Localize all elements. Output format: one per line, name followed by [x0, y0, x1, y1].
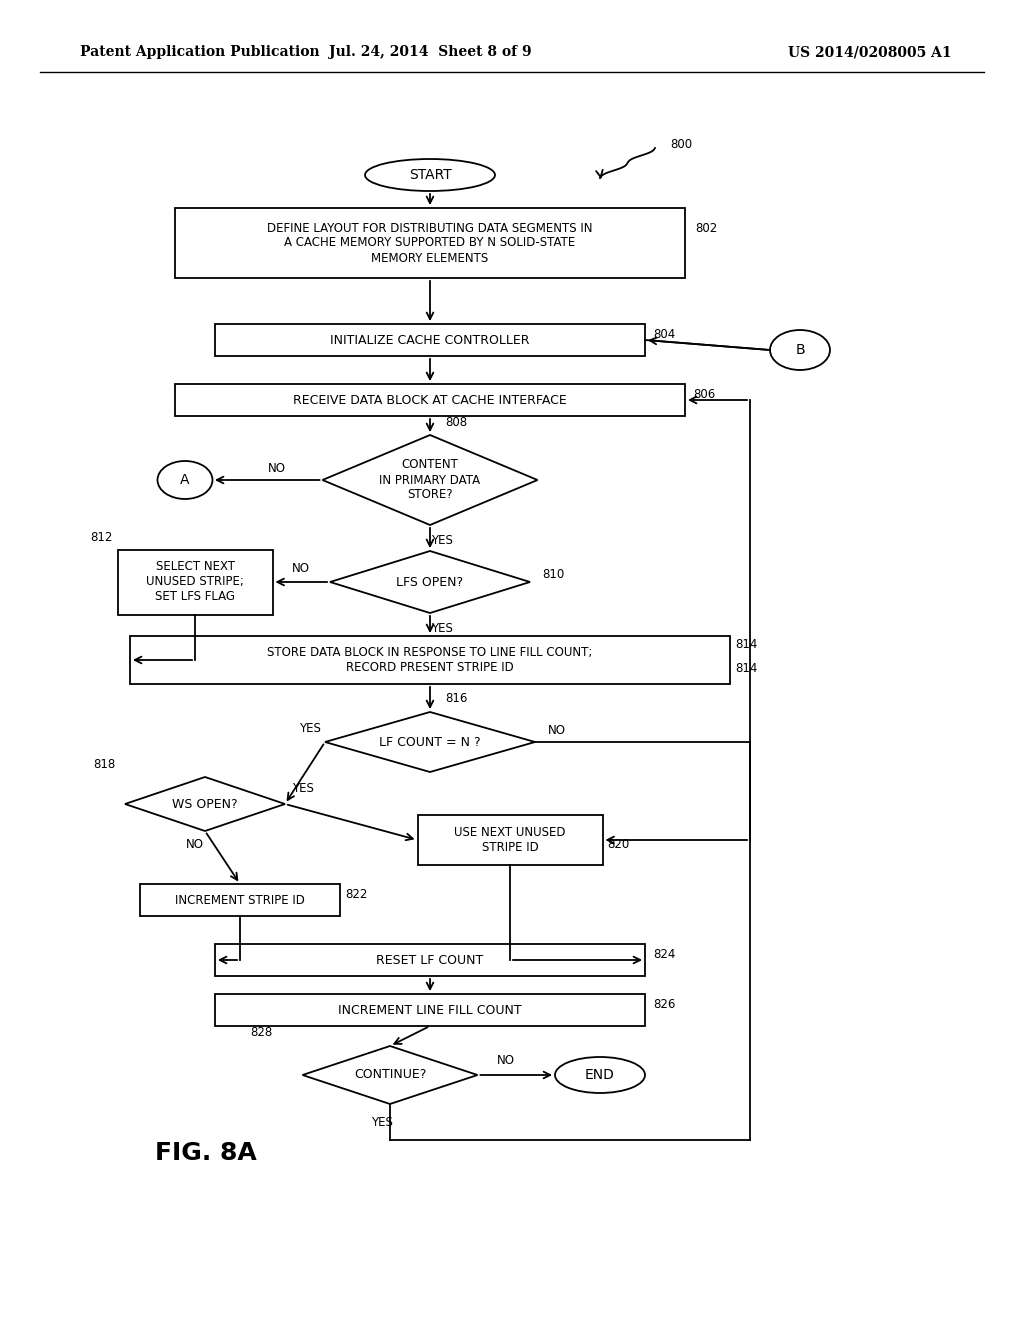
- Text: NO: NO: [186, 838, 204, 851]
- Text: RECEIVE DATA BLOCK AT CACHE INTERFACE: RECEIVE DATA BLOCK AT CACHE INTERFACE: [293, 393, 567, 407]
- Text: LF COUNT = N ?: LF COUNT = N ?: [379, 735, 481, 748]
- Bar: [418, 814, 602, 865]
- Text: 802: 802: [695, 222, 717, 235]
- Text: 810: 810: [542, 568, 564, 581]
- Polygon shape: [125, 777, 285, 832]
- Text: YES: YES: [299, 722, 321, 734]
- Ellipse shape: [555, 1057, 645, 1093]
- Polygon shape: [330, 550, 530, 612]
- Text: YES: YES: [371, 1115, 393, 1129]
- Bar: [215, 944, 645, 975]
- Ellipse shape: [158, 461, 213, 499]
- Text: LFS OPEN?: LFS OPEN?: [396, 576, 464, 589]
- Text: USE NEXT UNUSED
STRIPE ID: USE NEXT UNUSED STRIPE ID: [455, 826, 565, 854]
- Text: 806: 806: [693, 388, 715, 401]
- Text: 804: 804: [653, 329, 675, 342]
- Polygon shape: [302, 1045, 477, 1104]
- Text: INCREMENT STRIPE ID: INCREMENT STRIPE ID: [175, 894, 305, 907]
- Text: 820: 820: [607, 838, 630, 851]
- Text: YES: YES: [292, 781, 314, 795]
- Text: 814: 814: [735, 661, 758, 675]
- Text: NO: NO: [497, 1055, 514, 1068]
- Text: RESET LF COUNT: RESET LF COUNT: [377, 953, 483, 966]
- Text: 818: 818: [93, 759, 116, 771]
- Text: YES: YES: [431, 623, 453, 635]
- Text: DEFINE LAYOUT FOR DISTRIBUTING DATA SEGMENTS IN
A CACHE MEMORY SUPPORTED BY N SO: DEFINE LAYOUT FOR DISTRIBUTING DATA SEGM…: [267, 222, 593, 264]
- Text: 826: 826: [653, 998, 676, 1011]
- Text: YES: YES: [431, 535, 453, 548]
- Text: 814: 814: [735, 638, 758, 651]
- Text: WS OPEN?: WS OPEN?: [172, 797, 238, 810]
- Text: 824: 824: [653, 949, 676, 961]
- Text: Jul. 24, 2014  Sheet 8 of 9: Jul. 24, 2014 Sheet 8 of 9: [329, 45, 531, 59]
- Text: NO: NO: [548, 723, 566, 737]
- Polygon shape: [323, 436, 538, 525]
- Bar: [140, 884, 340, 916]
- Text: 822: 822: [345, 888, 368, 902]
- Text: 816: 816: [445, 692, 467, 705]
- Text: NO: NO: [268, 462, 287, 474]
- Ellipse shape: [770, 330, 830, 370]
- Bar: [175, 384, 685, 416]
- Text: END: END: [585, 1068, 615, 1082]
- Text: SELECT NEXT
UNUSED STRIPE;
SET LFS FLAG: SELECT NEXT UNUSED STRIPE; SET LFS FLAG: [146, 561, 244, 603]
- Text: Patent Application Publication: Patent Application Publication: [80, 45, 319, 59]
- Text: FIG. 8A: FIG. 8A: [155, 1140, 257, 1166]
- Bar: [130, 636, 730, 684]
- Text: 812: 812: [90, 531, 113, 544]
- Bar: [118, 549, 272, 615]
- Bar: [215, 323, 645, 356]
- Text: 828: 828: [250, 1026, 272, 1039]
- Text: STORE DATA BLOCK IN RESPONSE TO LINE FILL COUNT;
RECORD PRESENT STRIPE ID: STORE DATA BLOCK IN RESPONSE TO LINE FIL…: [267, 645, 593, 675]
- Text: CONTENT
IN PRIMARY DATA
STORE?: CONTENT IN PRIMARY DATA STORE?: [380, 458, 480, 502]
- Polygon shape: [325, 711, 535, 772]
- Text: NO: NO: [292, 561, 310, 574]
- Text: A: A: [180, 473, 189, 487]
- Text: 800: 800: [670, 139, 692, 150]
- Text: CONTINUE?: CONTINUE?: [354, 1068, 426, 1081]
- Text: INCREMENT LINE FILL COUNT: INCREMENT LINE FILL COUNT: [338, 1003, 522, 1016]
- Text: START: START: [409, 168, 452, 182]
- Bar: [175, 209, 685, 279]
- Bar: [215, 994, 645, 1026]
- Text: 808: 808: [445, 417, 467, 429]
- Ellipse shape: [365, 158, 495, 191]
- Text: US 2014/0208005 A1: US 2014/0208005 A1: [788, 45, 952, 59]
- Text: INITIALIZE CACHE CONTROLLER: INITIALIZE CACHE CONTROLLER: [331, 334, 529, 346]
- Text: B: B: [796, 343, 805, 356]
